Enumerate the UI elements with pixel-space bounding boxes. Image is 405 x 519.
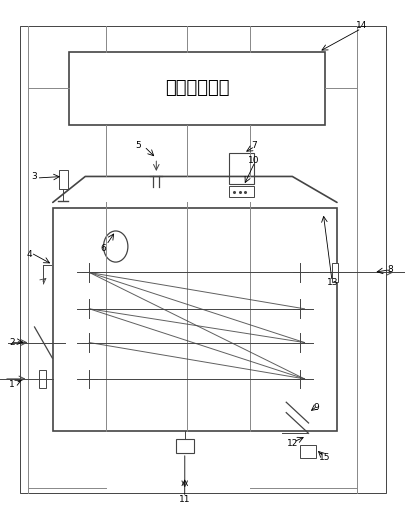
Text: 3: 3 bbox=[32, 172, 37, 181]
Text: 12: 12 bbox=[286, 439, 297, 448]
Text: 10: 10 bbox=[247, 156, 259, 166]
Bar bbox=[69, 52, 324, 125]
Text: 9: 9 bbox=[313, 403, 319, 412]
Bar bbox=[59, 170, 68, 189]
Text: 11: 11 bbox=[179, 495, 190, 504]
Bar bbox=[229, 153, 253, 184]
Bar bbox=[300, 445, 315, 458]
Text: 1: 1 bbox=[9, 379, 15, 389]
Text: 13: 13 bbox=[326, 278, 338, 288]
Bar bbox=[229, 186, 253, 197]
Text: 6: 6 bbox=[100, 243, 106, 253]
Text: 7: 7 bbox=[250, 141, 256, 150]
Bar bbox=[175, 439, 193, 453]
Text: 14: 14 bbox=[355, 21, 366, 31]
Text: 15: 15 bbox=[318, 453, 330, 462]
Bar bbox=[53, 208, 336, 431]
Text: 4: 4 bbox=[26, 250, 32, 259]
Bar bbox=[39, 370, 46, 388]
Text: 5: 5 bbox=[135, 141, 141, 150]
Text: 自动控制系统: 自动控制系统 bbox=[164, 79, 228, 97]
Text: 2: 2 bbox=[9, 338, 15, 347]
Text: 8: 8 bbox=[386, 265, 392, 275]
Bar bbox=[331, 263, 337, 282]
